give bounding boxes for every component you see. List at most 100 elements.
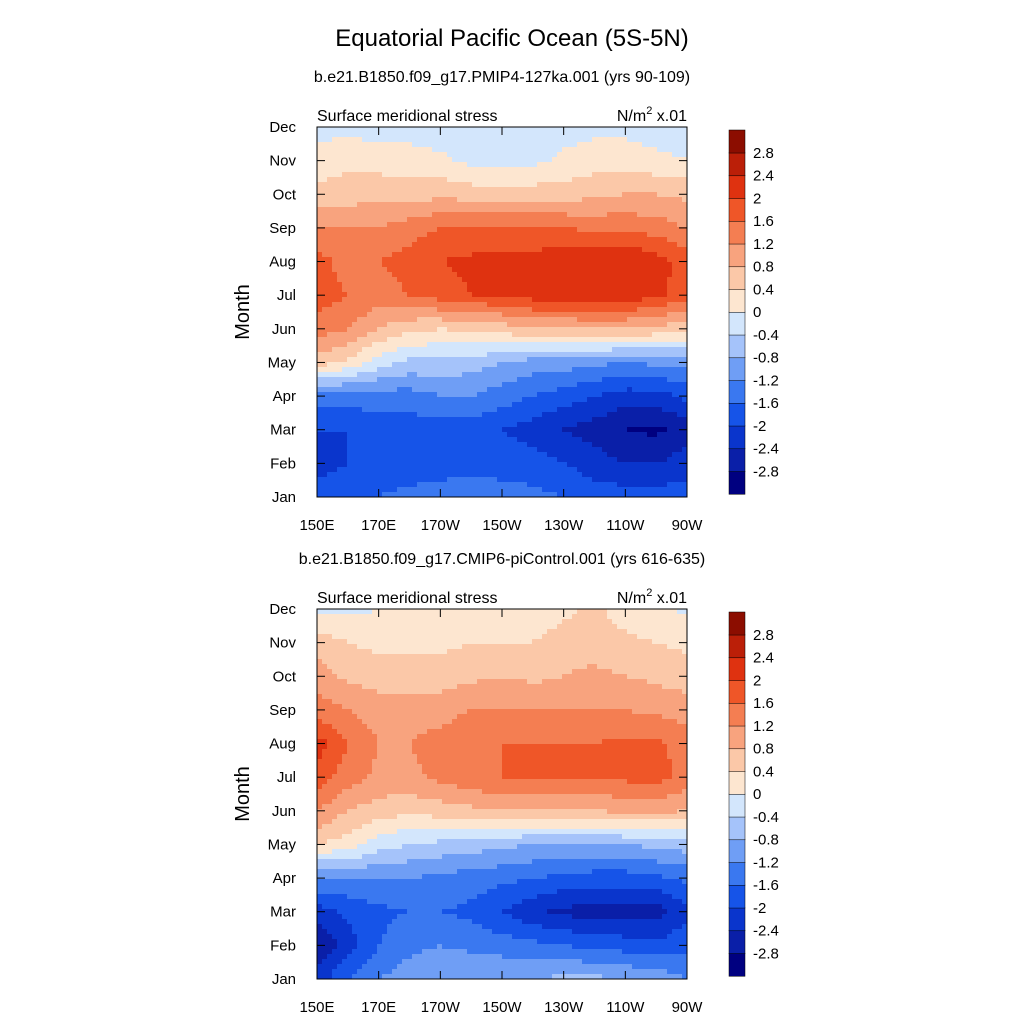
heatmap-cell <box>437 392 443 398</box>
heatmap-cell <box>667 242 673 248</box>
heatmap-cell <box>472 202 478 208</box>
heatmap-cell <box>552 247 558 253</box>
heatmap-cell <box>662 302 668 308</box>
heatmap-cell <box>592 377 598 383</box>
heatmap-cell <box>672 402 678 408</box>
heatmap-cell <box>327 342 333 348</box>
heatmap-cell <box>372 292 378 298</box>
heatmap-cell <box>607 437 613 443</box>
heatmap-cell <box>407 232 413 238</box>
heatmap-cell <box>317 342 323 348</box>
heatmap-cell <box>482 392 488 398</box>
heatmap-cell <box>572 357 578 363</box>
heatmap-cell <box>327 367 333 373</box>
heatmap-cell <box>597 287 603 293</box>
heatmap-cell <box>612 287 618 293</box>
heatmap-cell <box>532 432 538 438</box>
heatmap-cell <box>537 372 543 378</box>
heatmap-cell <box>317 307 323 313</box>
heatmap-cell <box>522 177 528 183</box>
heatmap-cell <box>612 362 618 368</box>
heatmap-cell <box>462 432 468 438</box>
heatmap-cell <box>567 437 573 443</box>
heatmap-cell <box>492 402 498 408</box>
heatmap-cell <box>332 307 338 313</box>
heatmap-cell <box>517 357 523 363</box>
heatmap-cell <box>642 182 648 188</box>
heatmap-cell <box>672 342 678 348</box>
heatmap-cell <box>517 277 523 283</box>
heatmap-cell <box>622 447 628 453</box>
heatmap-cell <box>427 387 433 393</box>
heatmap-cell <box>652 157 658 163</box>
heatmap-cell <box>432 337 438 343</box>
heatmap-cell <box>487 302 493 308</box>
heatmap-cell <box>607 447 613 453</box>
heatmap-cell <box>557 392 563 398</box>
heatmap-cell <box>502 212 508 218</box>
heatmap-cell <box>452 152 458 158</box>
heatmap-cell <box>362 222 368 228</box>
heatmap-cell <box>637 207 643 213</box>
heatmap-cell <box>387 162 393 168</box>
heatmap-cell <box>422 442 428 448</box>
heatmap-cell <box>647 442 653 448</box>
heatmap-cell <box>652 357 658 363</box>
heatmap-cell <box>552 217 558 223</box>
heatmap-cell <box>362 157 368 163</box>
heatmap-cell <box>642 272 648 278</box>
heatmap-cell <box>577 227 583 233</box>
heatmap-cell <box>532 452 538 458</box>
heatmap-cell <box>567 292 573 298</box>
heatmap-cell <box>542 157 548 163</box>
heatmap-cell <box>317 197 323 203</box>
heatmap-cell <box>322 127 328 133</box>
heatmap-cell <box>492 337 498 343</box>
heatmap-cell <box>567 157 573 163</box>
heatmap-cell <box>477 337 483 343</box>
heatmap-cell <box>467 142 473 148</box>
heatmap-cell <box>317 287 323 293</box>
heatmap-cell <box>502 337 508 343</box>
heatmap-cell <box>532 237 538 243</box>
heatmap-cell <box>562 262 568 268</box>
heatmap-cell <box>332 222 338 228</box>
heatmap-cell <box>352 362 358 368</box>
heatmap-cell <box>492 207 498 213</box>
heatmap-cell <box>342 302 348 308</box>
heatmap-cell <box>682 242 688 248</box>
heatmap-cell <box>547 247 553 253</box>
heatmap-cell <box>352 357 358 363</box>
heatmap-cell <box>647 297 653 303</box>
heatmap-cell <box>437 217 443 223</box>
heatmap-cell <box>332 422 338 428</box>
heatmap-cell <box>352 262 358 268</box>
heatmap-cell <box>652 202 658 208</box>
heatmap-cell <box>682 422 688 428</box>
heatmap-cell <box>612 242 618 248</box>
heatmap-cell <box>562 457 568 463</box>
heatmap-cell <box>537 212 543 218</box>
heatmap-cell <box>667 187 673 193</box>
heatmap-cell <box>632 432 638 438</box>
heatmap-cell <box>357 452 363 458</box>
heatmap-cell <box>512 272 518 278</box>
heatmap-cell <box>532 182 538 188</box>
heatmap-cell <box>562 392 568 398</box>
heatmap-cell <box>592 217 598 223</box>
heatmap-cell <box>682 337 688 343</box>
heatmap-cell <box>502 282 508 288</box>
heatmap-cell <box>457 257 463 263</box>
heatmap-cell <box>617 152 623 158</box>
heatmap-cell <box>512 257 518 263</box>
heatmap-cell <box>617 457 623 463</box>
heatmap-cell <box>577 302 583 308</box>
heatmap-cell <box>502 132 508 138</box>
heatmap-cell <box>347 387 353 393</box>
heatmap-cell <box>547 447 553 453</box>
heatmap-cell <box>632 167 638 173</box>
heatmap-cell <box>352 202 358 208</box>
heatmap-cell <box>562 247 568 253</box>
heatmap-cell <box>327 237 333 243</box>
heatmap-cell <box>592 327 598 333</box>
